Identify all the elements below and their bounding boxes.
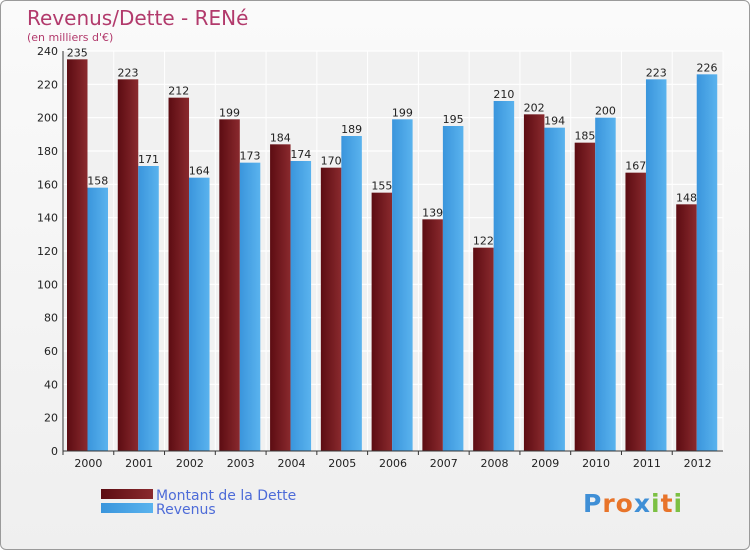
bar-revenus (645, 79, 667, 451)
x-tick-label: 2001 (125, 457, 153, 470)
x-tick-label: 2012 (684, 457, 712, 470)
y-tick-label: 240 (37, 45, 58, 58)
bar-dette (523, 114, 545, 451)
logo-letter: x (633, 489, 651, 518)
value-label: 174 (290, 148, 311, 161)
value-label: 122 (473, 235, 494, 248)
legend-swatch-dette (101, 489, 153, 499)
value-label: 184 (270, 131, 291, 144)
x-tick-label: 2005 (328, 457, 356, 470)
x-tick-label: 2009 (531, 457, 559, 470)
value-label: 185 (574, 130, 595, 143)
legend-label-dette: Montant de la Dette (156, 488, 296, 504)
x-tick-label: 2003 (227, 457, 255, 470)
x-tick-label: 2000 (74, 457, 102, 470)
value-label: 139 (422, 206, 443, 219)
logo-letter: o (615, 489, 634, 518)
bar-dette (219, 119, 240, 451)
value-label: 210 (493, 88, 514, 101)
y-tick-label: 100 (37, 278, 58, 291)
x-tick-label: 2004 (277, 457, 305, 470)
x-tick-label: 2011 (633, 457, 661, 470)
bar-revenus (493, 101, 515, 451)
bar-revenus (696, 74, 718, 451)
y-tick-label: 40 (44, 378, 58, 391)
x-tick-label: 2002 (176, 457, 204, 470)
value-label: 199 (392, 106, 413, 119)
bar-revenus (189, 177, 210, 451)
logo-letter: i (651, 489, 661, 518)
value-label: 171 (138, 153, 159, 166)
chart-title: Revenus/Dette - RENé (27, 6, 248, 30)
y-tick-label: 180 (37, 145, 58, 158)
bar-revenus (290, 161, 312, 451)
bar-dette (270, 144, 291, 452)
value-label: 200 (595, 105, 616, 118)
x-tick-label: 2007 (430, 457, 458, 470)
value-label: 194 (544, 115, 565, 128)
value-label: 170 (321, 155, 342, 168)
value-label: 173 (240, 150, 261, 163)
logo-letter: t (660, 489, 674, 518)
bar-revenus (87, 187, 108, 451)
bar-revenus (442, 126, 464, 451)
value-label: 167 (625, 160, 646, 173)
y-tick-label: 120 (37, 245, 58, 258)
y-tick-label: 0 (51, 445, 58, 458)
y-tick-label: 200 (37, 112, 58, 125)
value-label: 223 (118, 66, 139, 79)
value-label: 212 (168, 85, 189, 98)
legend-swatch-revenus (101, 503, 153, 513)
bar-dette (371, 192, 393, 451)
value-label: 199 (219, 106, 240, 119)
value-label: 155 (371, 180, 392, 193)
bar-revenus (341, 136, 362, 451)
value-label: 195 (443, 113, 464, 126)
x-tick-label: 2010 (582, 457, 610, 470)
bar-dette (67, 59, 88, 451)
y-tick-label: 140 (37, 212, 58, 225)
bar-dette (473, 247, 494, 451)
bar-revenus (138, 166, 159, 451)
chart-subtitle: (en milliers d'€) (27, 31, 113, 44)
x-tick-label: 2006 (379, 457, 407, 470)
value-label: 223 (646, 66, 667, 79)
bar-dette (625, 172, 646, 451)
bar-dette (320, 167, 342, 451)
value-label: 148 (676, 191, 697, 204)
bar-revenus (544, 127, 565, 452)
y-tick-label: 60 (44, 345, 58, 358)
logo-letter: i (673, 489, 684, 518)
bar-dette (676, 204, 697, 451)
value-label: 226 (696, 61, 717, 74)
bar-dette (168, 97, 190, 452)
proxiti-logo: Proxiti (583, 489, 683, 518)
logo-letter: r (602, 489, 616, 518)
bar-dette (117, 79, 139, 451)
x-tick-label: 2008 (481, 457, 509, 470)
value-label: 158 (87, 175, 108, 188)
y-tick-label: 20 (44, 412, 58, 425)
bar-revenus (239, 162, 261, 451)
y-tick-label: 80 (44, 312, 58, 325)
value-label: 164 (189, 165, 210, 178)
bar-dette (422, 219, 443, 451)
logo-letter: P (583, 489, 603, 518)
y-tick-label: 160 (37, 178, 58, 191)
y-tick-label: 220 (37, 78, 58, 91)
bar-revenus (595, 117, 616, 452)
bar-revenus (392, 119, 413, 451)
bar-dette (574, 142, 596, 451)
legend-label-revenus: Revenus (156, 502, 216, 518)
value-label: 202 (524, 101, 545, 114)
value-label: 235 (67, 46, 88, 59)
value-label: 189 (341, 123, 362, 136)
